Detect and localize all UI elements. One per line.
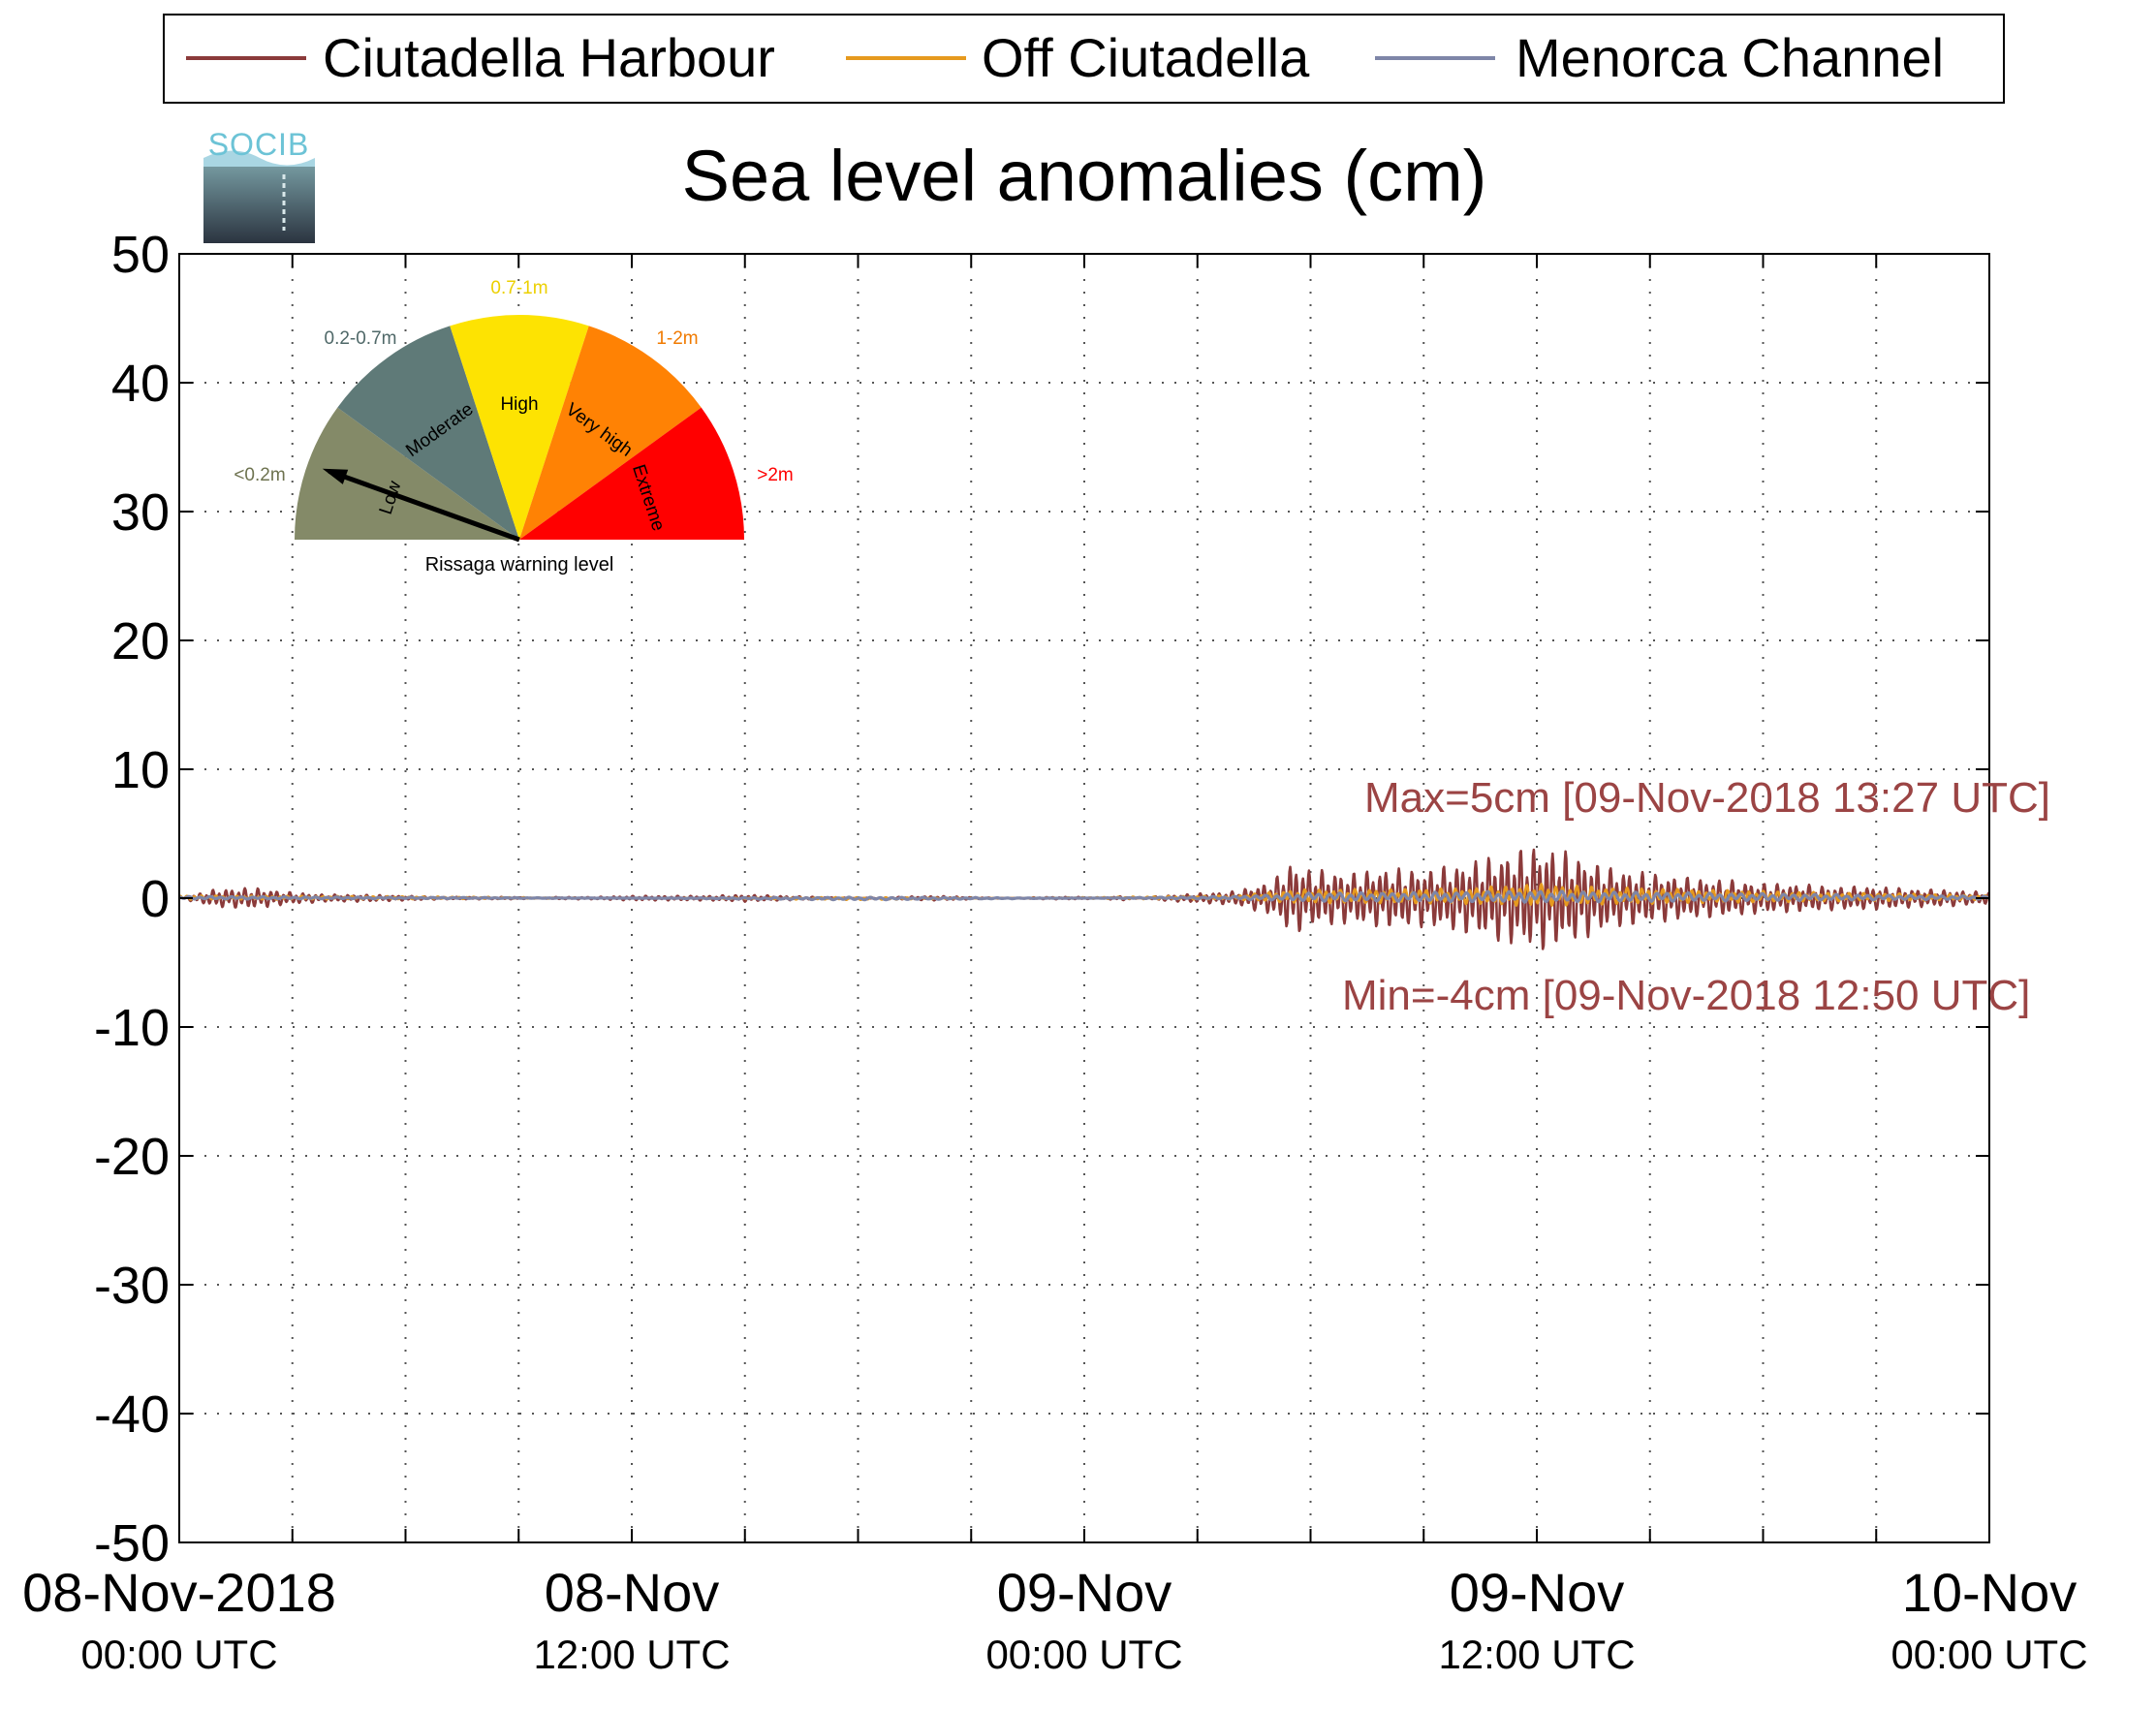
gauge-segment <box>519 326 702 540</box>
x-tick-label-date: 10-Nov <box>1902 1562 2078 1623</box>
axis-ticks <box>178 253 1990 1543</box>
gauge-segment-label: High <box>500 394 538 415</box>
logo-text: SOCIB <box>208 127 310 162</box>
y-tick-label: 0 <box>141 870 170 928</box>
y-tick-label: 40 <box>111 355 170 413</box>
x-axis: 08-Nov-2018 00:00 UTC 08-Nov 12:00 UTC 09-No… <box>22 1562 2087 1677</box>
y-tick-label: 10 <box>111 741 170 799</box>
x-tick-label-time: 00:00 UTC <box>80 1632 277 1677</box>
x-tick-label-time: 12:00 UTC <box>1438 1632 1635 1677</box>
gauge-needle-arrowhead <box>322 468 349 484</box>
series-layer <box>179 848 1989 950</box>
x-tick-label-time: 00:00 UTC <box>1890 1632 2087 1677</box>
x-tick-label-date: 09-Nov <box>1450 1562 1625 1623</box>
gauge-range-label: >2m <box>757 465 794 485</box>
legend-box <box>163 14 2005 104</box>
x-tick-label-date: 08-Nov-2018 <box>22 1562 336 1623</box>
logo-background <box>203 155 315 243</box>
x-tick-label-time: 00:00 UTC <box>985 1632 1182 1677</box>
y-tick-label: -10 <box>94 999 170 1057</box>
gauge-range-label: 0.2-0.7m <box>325 328 397 349</box>
gauge-caption: Rissaga warning level <box>425 554 614 576</box>
series-line <box>179 889 1989 904</box>
gauge-segment <box>337 326 519 540</box>
logo-wave <box>203 150 315 167</box>
y-tick-label: -40 <box>94 1385 170 1444</box>
chart-title: Sea level anomalies (cm) <box>682 136 1487 216</box>
y-tick-label: -50 <box>94 1514 170 1572</box>
legend-label: Ciutadella Harbour <box>323 27 775 88</box>
y-tick-label: 20 <box>111 612 170 670</box>
gauge-range-label: 0.7-1m <box>490 278 547 298</box>
gauge-range-label: 1-2m <box>656 328 698 349</box>
gauge-range-label: <0.2m <box>234 465 285 485</box>
min-annotation: Min=-4cm [09-Nov-2018 12:50 UTC] <box>1342 972 2030 1019</box>
gauge-needle <box>328 468 520 543</box>
legend-label: Menorca Channel <box>1515 27 1944 88</box>
legend-label: Off Ciutadella <box>982 27 1310 88</box>
x-tick-label-date: 08-Nov <box>545 1562 720 1623</box>
socib-logo: SOCIB <box>203 127 315 243</box>
max-annotation: Max=5cm [09-Nov-2018 13:27 UTC] <box>1364 774 2050 822</box>
x-tick-label-time: 12:00 UTC <box>533 1632 730 1677</box>
legend: Ciutadella Harbour Off Ciutadella Menorca … <box>163 14 2005 104</box>
y-tick-label: -30 <box>94 1257 170 1315</box>
y-tick-label: 50 <box>111 226 170 284</box>
gauge-segment <box>450 315 589 540</box>
gauge-segment <box>295 407 519 540</box>
gauge-segment <box>519 407 744 540</box>
y-tick-label: 30 <box>111 483 170 542</box>
y-axis: 50 40 30 20 10 0 -10 -20 -30 -40 -50 <box>94 226 170 1572</box>
x-tick-label-date: 09-Nov <box>997 1562 1172 1623</box>
y-tick-label: -20 <box>94 1128 170 1186</box>
